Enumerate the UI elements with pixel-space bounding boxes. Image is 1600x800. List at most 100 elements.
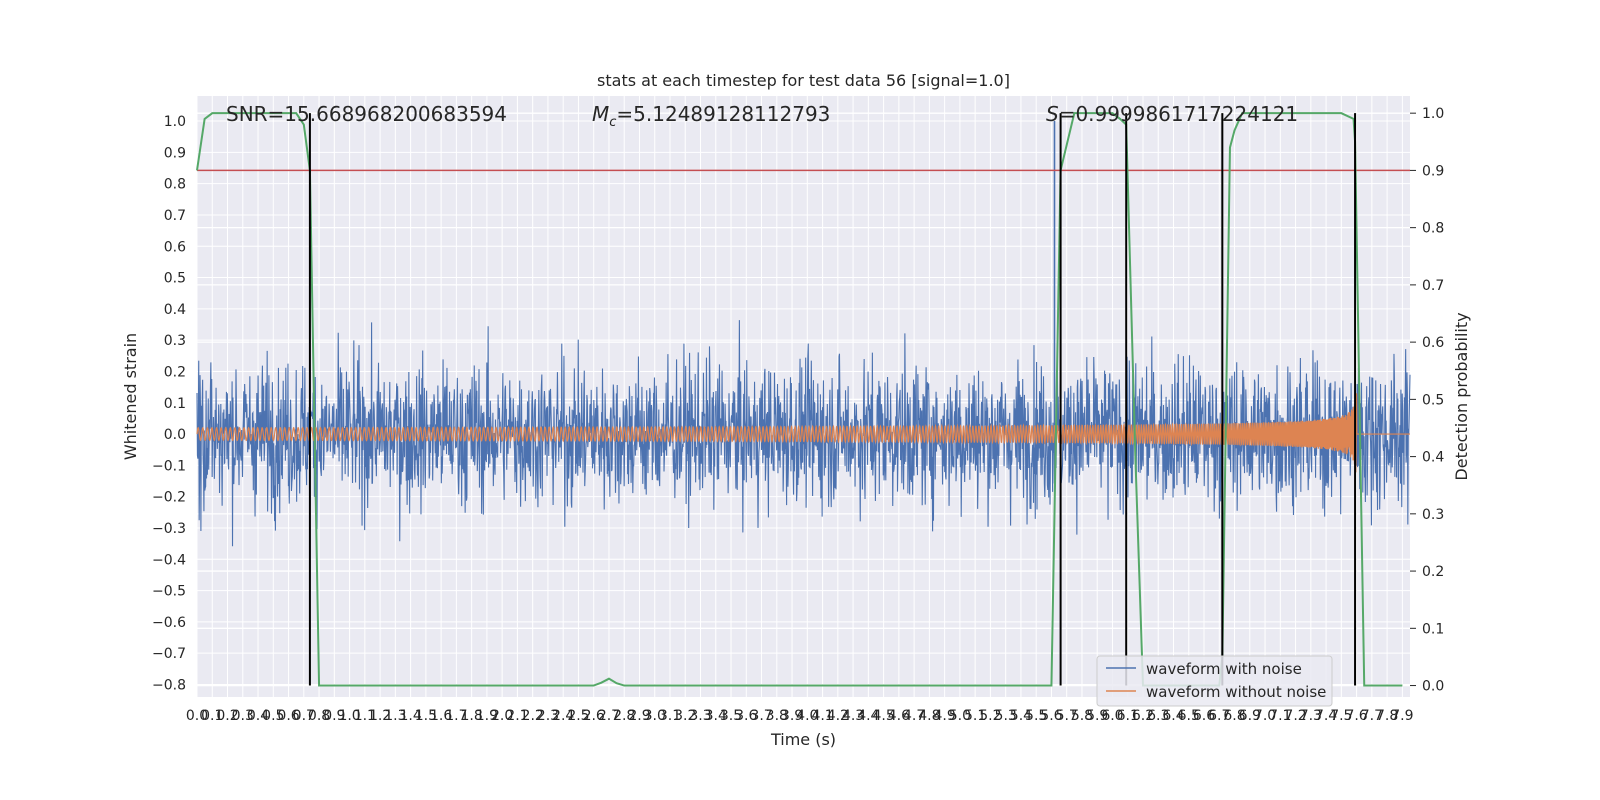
x-tick-label: 1.6 (430, 708, 452, 724)
x-tick-label: 3.0 (644, 708, 666, 724)
x-tick-label: 6.8 (1223, 708, 1245, 724)
x-tick-label: 0.9 (323, 708, 345, 724)
x-tick-label: 4.6 (888, 708, 910, 724)
x-tick-label: 7.6 (1345, 708, 1367, 724)
x-tick-label: 7.7 (1361, 708, 1383, 724)
x-tick-label: 2.5 (567, 708, 589, 724)
x-tick-label: 5.2 (979, 708, 1001, 724)
x-tick-label: 1.4 (399, 708, 421, 724)
legend-box (1096, 655, 1333, 707)
x-tick-label: 0.4 (247, 708, 269, 724)
plot-content (196, 112, 1411, 687)
y-right-tick-label: 0.7 (1422, 278, 1444, 294)
y-tick-label: −0.6 (152, 615, 186, 631)
x-tick-label: 3.4 (705, 708, 727, 724)
x-tick-label: 4.1 (811, 708, 833, 724)
x-tick-label: 7.1 (1269, 708, 1291, 724)
x-tick-label: 4.9 (934, 708, 956, 724)
y-axis-left: 1.0 0.9 0.8 0.7 0.6 0.5 0.4 0.3 0.2 0.1 0.0 −0.1 −0.… (152, 114, 186, 693)
x-tick-label: 4.0 (796, 708, 818, 724)
x-tick-label: 6.7 (1208, 708, 1230, 724)
x-tick-label: 1.0 (338, 708, 360, 724)
y-tick-label: 0.1 (164, 396, 186, 412)
x-tick-label: 3.5 (720, 708, 742, 724)
x-tick-label: 0.6 (277, 708, 299, 724)
x-tick-label: 0.7 (293, 708, 315, 724)
x-tick-label: 7.0 (1254, 708, 1276, 724)
x-tick-label: 7.9 (1391, 708, 1413, 724)
x-tick-label: 0.5 (262, 708, 284, 724)
s-annotation: S=0.9999861717224121 (1046, 102, 1298, 126)
y-tick-label: 0.8 (164, 177, 186, 193)
y-tick-label: 0.4 (164, 302, 186, 318)
x-tick-label: 4.4 (857, 708, 879, 724)
plot-area (197, 96, 1410, 697)
series-detection-probability (196, 112, 1403, 687)
x-tick-label: 7.5 (1330, 708, 1352, 724)
y-right-tick-label: 0.8 (1422, 221, 1444, 237)
y-right-tick-label: 0.2 (1422, 564, 1444, 580)
x-tick-label: 2.1 (506, 708, 528, 724)
x-tick-label: 5.1 (964, 708, 986, 724)
y-right-tick-label: 0.1 (1422, 621, 1444, 637)
snr-annotation: SNR=15.668968200683594 (226, 102, 507, 126)
s-symbol: S (1046, 102, 1059, 126)
x-tick-label: 2.4 (552, 708, 574, 724)
x-tick-label: 6.2 (1132, 708, 1154, 724)
x-tick-label: 5.6 (1040, 708, 1062, 724)
x-tick-label: 2.3 (537, 708, 559, 724)
x-tick-label: 3.7 (750, 708, 772, 724)
y-tick-label: −0.7 (152, 646, 186, 662)
x-tick-label: 1.7 (445, 708, 467, 724)
chirp-mass-value: =5.12489128112793 (616, 102, 830, 126)
x-tick-label: 2.6 (583, 708, 605, 724)
series-clean-waveform (196, 393, 1410, 473)
x-tick-label: 5.4 (1010, 708, 1032, 724)
y-tick-label: 0.5 (164, 271, 186, 287)
legend-label-noisy: waveform with noise (1146, 660, 1302, 678)
x-tick-label: 5.9 (1086, 708, 1108, 724)
x-tick-label: 6.5 (1178, 708, 1200, 724)
x-tick-label: 3.1 (659, 708, 681, 724)
x-tick-label: 0.1 (201, 708, 223, 724)
x-tick-label: 3.6 (735, 708, 757, 724)
y-tick-label: 0.9 (164, 145, 186, 161)
x-tick-label: 0.8 (308, 708, 330, 724)
x-tick-label: 0.0 (186, 708, 208, 724)
x-tick-label: 7.2 (1284, 708, 1306, 724)
x-tick-label: 3.2 (674, 708, 696, 724)
y-tick-label: −0.3 (152, 521, 186, 537)
x-tick-label: 5.0 (949, 708, 971, 724)
y-right-tick-label: 0.3 (1422, 507, 1444, 523)
y-tick-label: −0.8 (152, 677, 186, 693)
y-tick-label: 0.7 (164, 208, 186, 224)
x-tick-label: 1.5 (415, 708, 437, 724)
y-tick-label: −0.5 (152, 584, 186, 600)
x-tick-label: 6.0 (1101, 708, 1123, 724)
x-tick-label: 4.7 (903, 708, 925, 724)
legend-label-clean: waveform without noise (1146, 683, 1326, 701)
x-tick-label: 6.6 (1193, 708, 1215, 724)
legend: waveform with noise waveform without noi… (1096, 655, 1333, 707)
y-axis-right: 1.0 0.9 0.8 0.7 0.6 0.5 0.4 0.3 0.2 0.1 0.0 (1410, 106, 1444, 695)
x-tick-label: 5.3 (995, 708, 1017, 724)
x-tick-label: 1.2 (369, 708, 391, 724)
x-tick-label: 7.3 (1300, 708, 1322, 724)
x-axis-label: Time (s) (770, 730, 836, 749)
x-tick-label: 3.3 (689, 708, 711, 724)
x-tick-label: 5.5 (1025, 708, 1047, 724)
s-value: =0.9999861717224121 (1059, 102, 1298, 126)
y-right-tick-label: 0.0 (1422, 679, 1444, 695)
y-tick-label: 0.3 (164, 333, 186, 349)
x-tick-label: 5.8 (1071, 708, 1093, 724)
x-tick-label: 4.2 (827, 708, 849, 724)
y-tick-label: −0.2 (152, 490, 186, 506)
x-tick-label: 0.3 (232, 708, 254, 724)
x-axis: 0.00.10.20.30.40.50.60.70.80.91.01.11.21… (186, 708, 1414, 724)
y-right-tick-label: 1.0 (1422, 106, 1444, 122)
x-tick-label: 6.4 (1162, 708, 1184, 724)
x-tick-label: 1.9 (476, 708, 498, 724)
chirp-mass-annotation: Mc=5.12489128112793 (592, 102, 830, 130)
chart-title: stats at each timestep for test data 56 … (597, 71, 1010, 90)
y-tick-label: 0.2 (164, 364, 186, 380)
